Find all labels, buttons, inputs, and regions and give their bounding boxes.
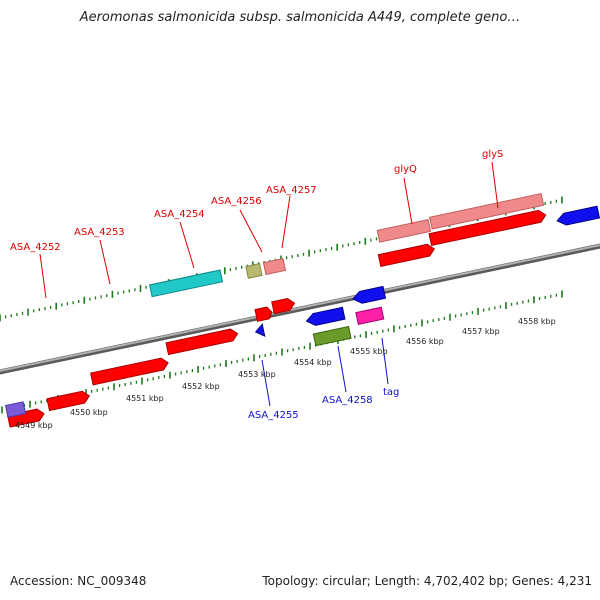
gene-block-glys[interactable] [429, 192, 545, 230]
cds-arrow-asa4254[interactable] [165, 328, 239, 356]
gene-block-asa4258-olive[interactable] [312, 325, 352, 347]
topology-summary: Topology: circular; Length: 4,702,402 bp… [262, 574, 592, 588]
inner-tick-ring [1, 290, 563, 414]
cds-arrow-asa4256[interactable] [254, 306, 273, 322]
gene-label-asa4252[interactable]: ASA_4252 [10, 242, 61, 253]
kbp-label-4550: 4550 kbp [70, 408, 108, 417]
gene-label-asa4254[interactable]: ASA_4254 [154, 209, 205, 220]
kbp-label-4554: 4554 kbp [294, 358, 332, 367]
gene-block-asa4254-cyan[interactable] [148, 269, 224, 298]
gene-label-glys[interactable]: glyS [482, 149, 503, 160]
rev-arrow-tag[interactable] [352, 285, 387, 304]
gene-label-asa4256[interactable]: ASA_4256 [211, 196, 262, 207]
gene-label-asa4257[interactable]: ASA_4257 [266, 185, 317, 196]
kbp-label-4551: 4551 kbp [126, 394, 164, 403]
kbp-label-4556: 4556 kbp [406, 337, 444, 346]
gene-block-tag-magenta[interactable] [355, 306, 385, 325]
gene-label-asa4258[interactable]: ASA_4258 [322, 395, 373, 406]
kbp-label-4553: 4553 kbp [238, 370, 276, 379]
cds-arrow-glyq[interactable] [377, 243, 436, 268]
forward-label-lines [39, 161, 499, 299]
rev-arrow-asa4255[interactable] [254, 323, 266, 337]
kbp-label-4549: 4549 kbp [15, 421, 53, 430]
genome-title: Aeromonas salmonicida subsp. salmonicida… [79, 10, 521, 25]
gene-label-tag[interactable]: tag [383, 387, 399, 398]
rev-arrow-edge[interactable] [4, 401, 27, 418]
gene-label-glyq[interactable]: glyQ [394, 164, 417, 175]
cds-arrow-glys[interactable] [428, 209, 547, 247]
gene-label-asa4253[interactable]: ASA_4253 [74, 227, 125, 238]
gene-block-asa4257-pink[interactable] [262, 258, 287, 276]
kbp-label-4557: 4557 kbp [462, 327, 500, 336]
rev-arrow-asa4258[interactable] [305, 306, 346, 327]
genome-backbone [0, 243, 600, 375]
gene-block-asa4256-olive[interactable] [245, 263, 263, 279]
reverse-label-lines [261, 337, 389, 407]
accession-text: Accession: NC_009348 [10, 574, 147, 588]
cds-arrow-asa4252[interactable] [46, 390, 91, 412]
kbp-label-4555: 4555 kbp [350, 347, 388, 356]
cds-arrow-asa4257[interactable] [271, 297, 296, 315]
cds-arrow-asa4253[interactable] [90, 357, 170, 386]
gene-block-glyq[interactable] [376, 219, 432, 243]
kbp-label-4558: 4558 kbp [518, 317, 556, 326]
gene-label-asa4255[interactable]: ASA_4255 [248, 410, 299, 421]
kbp-label-4552: 4552 kbp [182, 382, 220, 391]
rev-arrow-right-edge[interactable] [556, 205, 600, 226]
